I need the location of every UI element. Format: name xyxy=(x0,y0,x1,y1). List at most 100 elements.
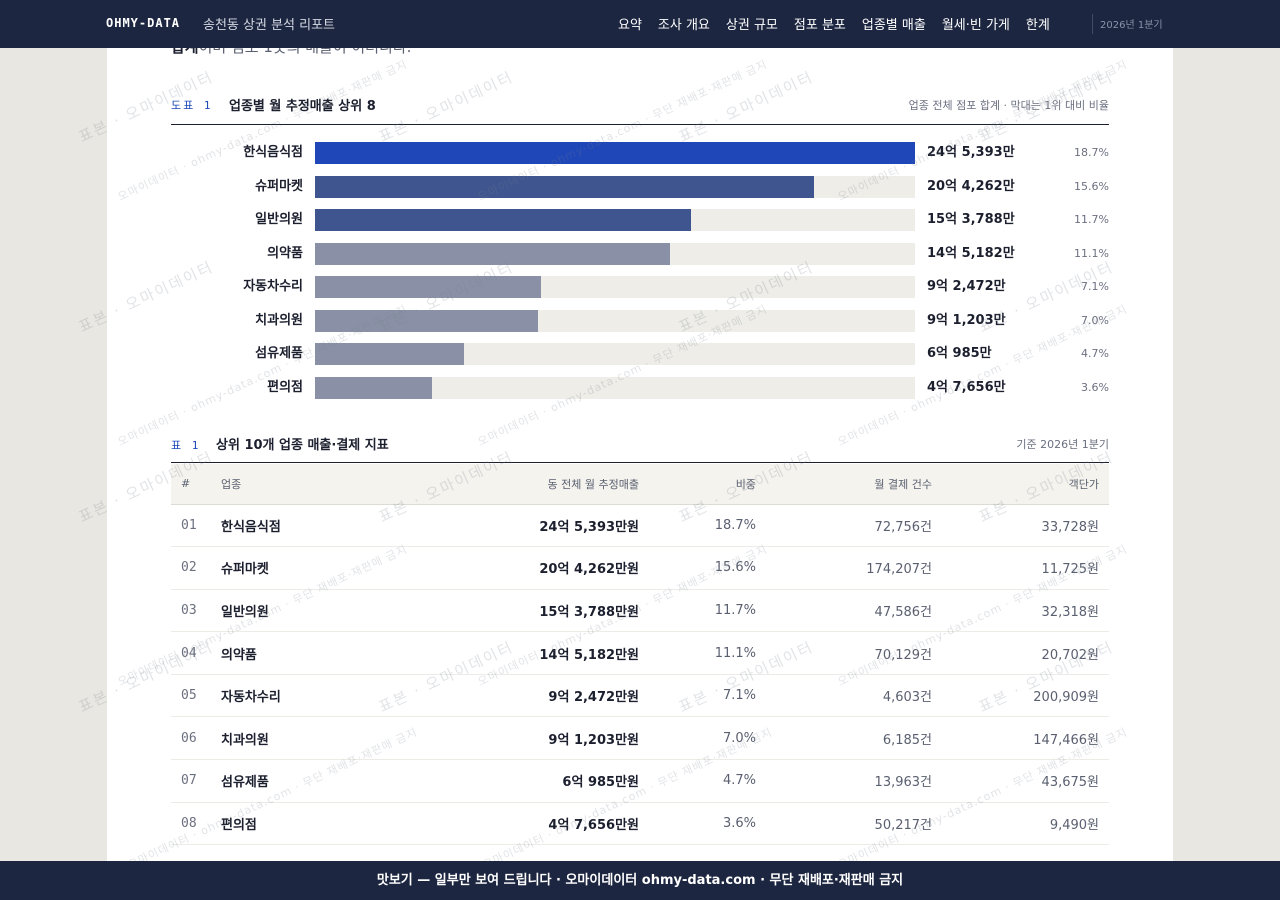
bar xyxy=(315,276,542,298)
row-monthly-sales: 4억 7,656만원 xyxy=(391,802,639,846)
bar-value-label: 20억 4,262만 xyxy=(927,178,1015,194)
figure-label: 도표 1 xyxy=(171,99,213,112)
row-rank: 07 xyxy=(171,759,221,803)
nav-link-sales-by-industry[interactable]: 업종별 매출 xyxy=(861,18,926,33)
row-monthly-sales: 14억 5,182만원 xyxy=(391,631,639,675)
bar-category-label: 한식음식점 xyxy=(243,145,303,160)
bar-track xyxy=(315,242,915,265)
bar xyxy=(315,242,670,265)
row-avg-ticket: 147,466원 xyxy=(932,716,1109,761)
nav-link-store-distribution[interactable]: 점포 분포 xyxy=(793,18,846,33)
col-monthly-sales: 동 전체 월 추정매출 xyxy=(391,464,639,505)
row-share: 11.1% xyxy=(639,631,756,675)
nav-divider xyxy=(1092,14,1093,34)
bar xyxy=(315,309,538,332)
bar xyxy=(315,142,915,164)
nav-link-market-size[interactable]: 상권 규모 xyxy=(725,18,778,33)
row-transactions: 50,217건 xyxy=(756,802,932,846)
row-transactions: 47,586건 xyxy=(756,589,932,633)
bar-row: 편의점 4억 7,656만 3.6% xyxy=(171,376,1109,411)
bar-category-label: 치과의원 xyxy=(255,312,303,328)
row-transactions: 174,207건 xyxy=(756,546,932,590)
row-rank: 08 xyxy=(171,802,221,846)
top-navigation-bar: OHMY-DATA 송천동 상권 분석 리포트 요약 조사 개요 상권 규모 점… xyxy=(0,0,1280,48)
bar-category-label: 의약품 xyxy=(267,245,303,261)
row-share: 18.7% xyxy=(639,504,756,548)
bar-track xyxy=(315,309,915,332)
table-row: 07 섬유제품 6억 985만원 4.7% 13,963건 43,675원 xyxy=(171,759,1109,803)
bar-row: 자동차수리 9억 2,472만 7.1% xyxy=(171,276,1109,310)
bar-share-label: 18.7% xyxy=(1074,146,1109,159)
bar-share-label: 11.1% xyxy=(1074,246,1109,260)
row-transactions: 6,185건 xyxy=(756,716,932,761)
table-note: 기준 2026년 1분기 xyxy=(1016,438,1109,451)
row-avg-ticket: 33,728원 xyxy=(932,504,1109,548)
table-header: 표 1 상위 10개 업종 매출·결제 지표 기준 2026년 1분기 xyxy=(171,432,1109,463)
nav-link-rent-vacancy[interactable]: 월세·빈 가게 xyxy=(941,18,1010,33)
col-avg-ticket: 객단가 xyxy=(932,464,1109,505)
bar-track xyxy=(315,276,915,298)
bar-row: 슈퍼마켓 20억 4,262만 15.6% xyxy=(171,175,1109,210)
row-rank: 04 xyxy=(171,631,221,675)
row-rank: 06 xyxy=(171,716,221,761)
row-monthly-sales: 24억 5,393만원 xyxy=(391,504,639,548)
bar-track xyxy=(315,343,915,365)
bar-category-label: 자동차수리 xyxy=(243,279,303,294)
table-column-headers: # 업종 동 전체 월 추정매출 비중 월 결제 건수 객단가 xyxy=(171,464,1109,505)
section-nav: 요약 조사 개요 상권 규모 점포 분포 업종별 매출 월세·빈 가게 한계 xyxy=(618,14,1066,33)
report-period: 2026년 1분기 xyxy=(1100,20,1163,31)
row-rank: 01 xyxy=(171,504,221,548)
row-transactions: 13,963건 xyxy=(756,759,932,803)
bar-value-label: 6억 985만 xyxy=(927,346,992,361)
row-share: 11.7% xyxy=(639,589,756,633)
bar-category-label: 일반의원 xyxy=(255,212,303,227)
row-monthly-sales: 15억 3,788만원 xyxy=(391,589,639,633)
row-share: 3.6% xyxy=(639,802,756,846)
row-rank: 05 xyxy=(171,674,221,718)
col-rank: # xyxy=(171,464,221,505)
row-industry: 일반의원 xyxy=(221,589,391,633)
nav-link-limitations[interactable]: 한계 xyxy=(1025,18,1050,33)
bar xyxy=(315,376,432,399)
bar-value-label: 9억 1,203만 xyxy=(927,312,1006,328)
bar-share-label: 11.7% xyxy=(1074,213,1109,226)
row-industry: 편의점 xyxy=(221,802,391,846)
col-share: 비중 xyxy=(639,464,756,505)
bar xyxy=(315,343,465,365)
col-industry: 업종 xyxy=(221,464,391,505)
bar-row: 한식음식점 24억 5,393만 18.7% xyxy=(171,142,1109,176)
bar-track xyxy=(315,142,915,164)
row-transactions: 4,603건 xyxy=(756,674,932,718)
sample-notice-banner: 맛보기 — 일부만 보여 드립니다 · 오마이데이터 ohmy-data.com… xyxy=(0,861,1280,900)
row-share: 7.1% xyxy=(639,674,756,718)
table-row: 01 한식음식점 24억 5,393만원 18.7% 72,756건 33,728원 xyxy=(171,504,1109,548)
bar-value-label: 24억 5,393만 xyxy=(927,145,1015,160)
row-monthly-sales: 6억 985만원 xyxy=(391,759,639,803)
table-row: 08 편의점 4억 7,656만원 3.6% 50,217건 9,490원 xyxy=(171,802,1109,846)
nav-link-summary[interactable]: 요약 xyxy=(618,18,642,33)
row-share: 7.0% xyxy=(639,716,756,761)
bar-value-label: 15억 3,788만 xyxy=(927,212,1015,227)
row-industry: 한식음식점 xyxy=(221,504,391,548)
row-industry: 의약품 xyxy=(221,631,391,675)
brand-logo[interactable]: OHMY-DATA xyxy=(106,16,181,30)
bar-share-label: 7.0% xyxy=(1081,313,1109,327)
bar-category-label: 슈퍼마켓 xyxy=(255,178,303,194)
col-transactions: 월 결제 건수 xyxy=(756,464,932,505)
bar-share-label: 7.1% xyxy=(1081,280,1109,293)
nav-link-overview[interactable]: 조사 개요 xyxy=(657,18,710,33)
figure-title: 업종별 월 추정매출 상위 8 xyxy=(229,99,376,114)
table-row: 05 자동차수리 9억 2,472만원 7.1% 4,603건 200,909원 xyxy=(171,674,1109,718)
sales-bar-chart: 한식음식점 24억 5,393만 18.7% 슈퍼마켓 20억 4,262만 15.6% 일… xyxy=(171,142,1109,410)
row-industry: 슈퍼마켓 xyxy=(221,546,391,590)
figure-note: 업종 전체 점포 합계 · 막대는 1위 대비 비율 xyxy=(908,99,1109,112)
row-industry: 섬유제품 xyxy=(221,759,391,803)
bar-value-label: 9억 2,472만 xyxy=(927,279,1006,294)
table-row: 04 의약품 14억 5,182만원 11.1% 70,129건 20,702원 xyxy=(171,631,1109,675)
row-avg-ticket: 200,909원 xyxy=(932,674,1109,718)
bar-share-label: 4.7% xyxy=(1081,347,1109,360)
row-transactions: 72,756건 xyxy=(756,504,932,548)
bar xyxy=(315,175,815,198)
report-title: 송천동 상권 분석 리포트 xyxy=(203,18,335,33)
report-page: 합계이며 점포 1곳의 매출이 이러니다. 도표 1 업종별 월 추정매출 상위… xyxy=(107,0,1173,900)
